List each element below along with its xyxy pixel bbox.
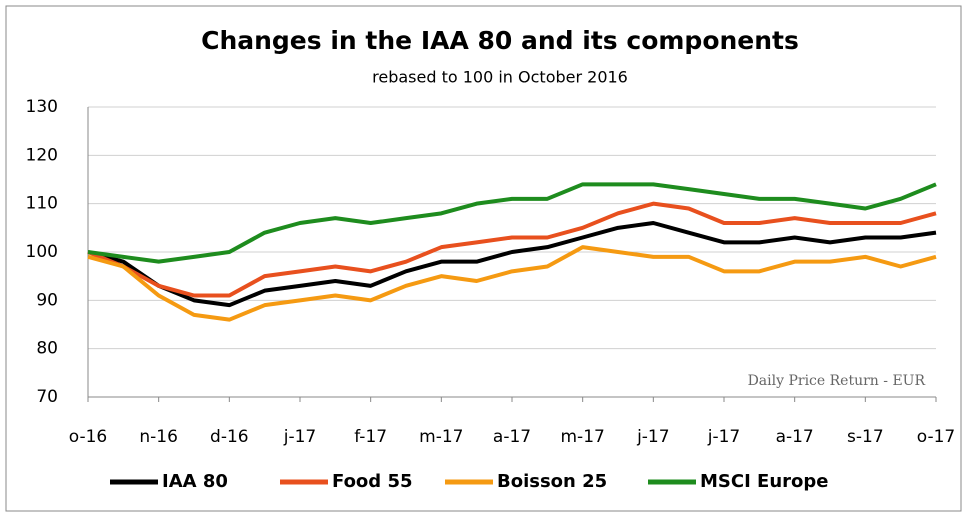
x-tick-label: j-17: [283, 427, 317, 447]
y-tick-label: 130: [26, 97, 58, 117]
legend-label: MSCI Europe: [700, 471, 829, 492]
x-tick-label: a-17: [776, 427, 814, 447]
series-line: [87, 182, 937, 264]
y-tick-label: 120: [26, 145, 58, 165]
series-line: [87, 201, 937, 298]
legend-label: Food 55: [332, 471, 413, 492]
y-tick-label: 70: [36, 387, 58, 407]
y-tick-label: 100: [26, 242, 58, 262]
x-tick-label: a-17: [493, 427, 531, 447]
x-tick-label: m-17: [561, 427, 605, 447]
x-tick-label: d-16: [210, 427, 249, 447]
x-tick-label: s-17: [847, 427, 884, 447]
y-tick-label: 80: [36, 339, 58, 359]
legend-label: Boisson 25: [497, 471, 607, 492]
x-tick-label: f-17: [354, 427, 387, 447]
x-tick-label: j-17: [707, 427, 741, 447]
chart-subtitle: rebased to 100 in October 2016: [372, 68, 628, 87]
series-line: [87, 221, 937, 308]
x-tick-label: n-16: [139, 427, 178, 447]
chart-title: Changes in the IAA 80 and its components: [201, 26, 799, 55]
y-tick-label: 90: [36, 290, 58, 310]
annotation: Daily Price Return - EUR: [748, 373, 926, 389]
x-tick-label: j-17: [636, 427, 670, 447]
series-line: [87, 245, 937, 322]
y-tick-label: 110: [26, 194, 58, 214]
legend-label: IAA 80: [162, 471, 228, 492]
x-tick-label: o-17: [917, 427, 955, 447]
x-tick-label: o-16: [69, 427, 107, 447]
x-tick-label: m-17: [419, 427, 463, 447]
